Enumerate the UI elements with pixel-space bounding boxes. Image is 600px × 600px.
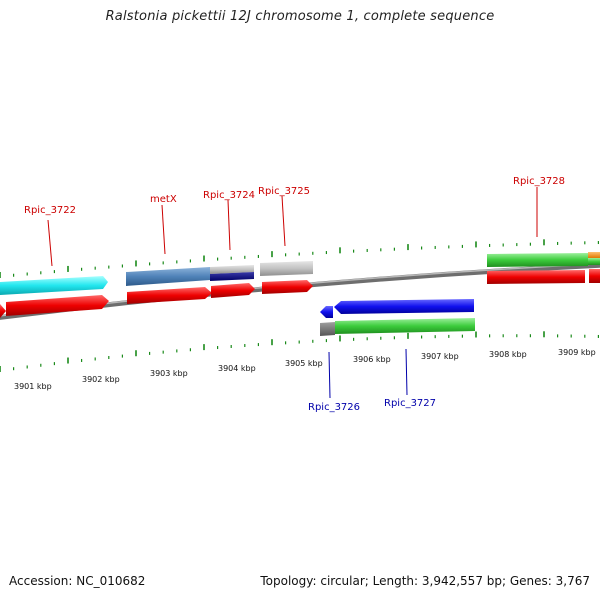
topology-summary: Topology: circular; Length: 3,942,557 bp…: [260, 574, 590, 588]
gene-rpic-3724-red[interactable]: [211, 283, 255, 298]
reverse-tick-track: [0, 331, 600, 372]
gene-rpic-3724-outer-top[interactable]: [210, 265, 254, 274]
scale-label-3909: 3909 kbp: [558, 348, 596, 357]
gene-reverse-green[interactable]: [335, 318, 475, 334]
gene-rpic-3728-red[interactable]: [487, 270, 585, 284]
gene-reverse-grey[interactable]: [320, 322, 335, 336]
gene-next-red[interactable]: [589, 269, 600, 283]
gene-rpic-3722-outer[interactable]: [0, 276, 108, 295]
scale-label-3905: 3905 kbp: [285, 359, 323, 368]
page-title: Ralstonia pickettii 12J chromosome 1, co…: [105, 9, 495, 24]
label-metx[interactable]: metX: [150, 194, 177, 205]
label-leaders: [47, 187, 538, 399]
label-rpic-3728[interactable]: Rpic_3728: [513, 176, 565, 187]
label-rpic-3726[interactable]: Rpic_3726: [308, 402, 360, 413]
gene-rpic-3726[interactable]: [320, 306, 333, 318]
gene-next-outer[interactable]: [588, 252, 600, 258]
gene-metx-red[interactable]: [127, 287, 212, 304]
label-rpic-3722[interactable]: Rpic_3722: [24, 205, 76, 216]
label-rpic-3725[interactable]: Rpic_3725: [258, 186, 310, 197]
gene-rpic-3728-outer[interactable]: [487, 253, 588, 267]
scale-label-3906: 3906 kbp: [353, 355, 391, 364]
scale-label-3903: 3903 kbp: [150, 369, 188, 378]
gene-rpic-3727[interactable]: [334, 299, 474, 314]
gene-metx-outer[interactable]: [126, 267, 210, 286]
gene-next-outer-green[interactable]: [588, 258, 600, 265]
scale-label-3908: 3908 kbp: [489, 350, 527, 359]
scale-label-3904: 3904 kbp: [218, 364, 256, 373]
gene-left-red[interactable]: [0, 304, 6, 318]
scale-label-3901: 3901 kbp: [14, 382, 52, 391]
forward-tick-track: [0, 239, 600, 278]
accession-text: Accession: NC_010682: [9, 574, 146, 588]
gene-rpic-3724-outer-bottom[interactable]: [210, 272, 254, 281]
label-rpic-3727[interactable]: Rpic_3727: [384, 398, 436, 409]
scale-label-3907: 3907 kbp: [421, 352, 459, 361]
scale-label-3902: 3902 kbp: [82, 375, 120, 384]
gene-rpic-3722-red[interactable]: [6, 295, 109, 316]
label-rpic-3724[interactable]: Rpic_3724: [203, 190, 255, 201]
gene-rpic-3725-red[interactable]: [262, 280, 313, 294]
gene-rpic-3725-outer[interactable]: [260, 261, 313, 276]
